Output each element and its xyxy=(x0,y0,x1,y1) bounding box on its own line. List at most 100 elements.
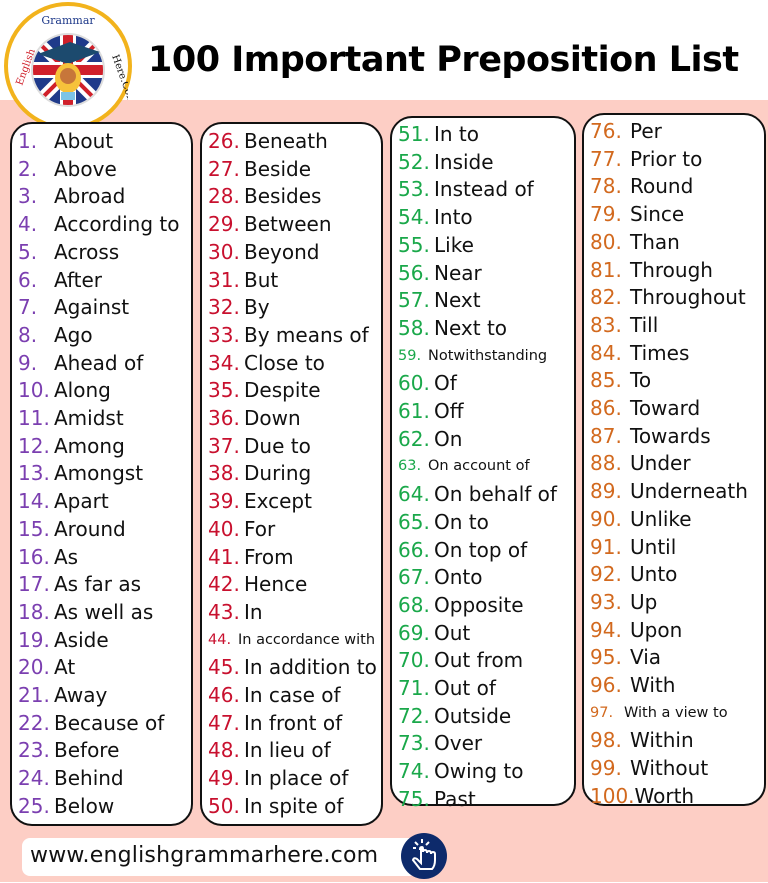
item-number: 20. xyxy=(18,655,50,680)
item-number: 1. xyxy=(18,129,38,153)
item-text: Worth xyxy=(634,783,695,808)
preposition-item: 55. Like xyxy=(398,232,474,258)
item-number: 78. xyxy=(590,174,622,199)
item-number: 86. xyxy=(590,396,622,420)
preposition-item: 7. Against xyxy=(18,294,129,320)
item-text: In addition to xyxy=(244,655,377,680)
item-number: 68. xyxy=(398,592,430,617)
preposition-item: 83. Till xyxy=(590,312,658,338)
preposition-item: 21. Away xyxy=(18,682,107,708)
item-number: 54. xyxy=(398,205,430,230)
preposition-item: 50. In spite of xyxy=(208,793,343,819)
item-number: 36. xyxy=(208,406,240,430)
preposition-item: 12. Among xyxy=(18,433,125,459)
item-text: On to xyxy=(434,509,489,534)
item-text: Of xyxy=(434,371,457,396)
item-number: 18. xyxy=(18,599,50,624)
item-text: Near xyxy=(434,260,482,285)
preposition-item: 38. During xyxy=(208,460,311,486)
item-text: Through xyxy=(630,257,713,282)
item-number: 79. xyxy=(590,202,622,227)
item-text: As xyxy=(54,544,79,569)
item-text: During xyxy=(244,461,312,486)
item-text: From xyxy=(244,544,294,569)
item-text: Owing to xyxy=(434,759,524,784)
preposition-item: 32. By xyxy=(208,294,270,320)
preposition-item: 53. Instead of xyxy=(398,176,534,202)
preposition-item: 20. At xyxy=(18,654,75,680)
item-text: In spite of xyxy=(244,793,344,818)
item-text: Out of xyxy=(434,676,496,700)
item-text: Across xyxy=(54,239,120,264)
preposition-item: 79. Since xyxy=(590,201,684,227)
item-number: 31. xyxy=(208,267,240,292)
preposition-item: 63. On account of xyxy=(398,453,530,479)
preposition-item: 69. Out xyxy=(398,620,470,646)
item-text: Times xyxy=(630,340,690,365)
item-text: In lieu of xyxy=(244,738,331,763)
website-url-box[interactable]: www.englishgrammarhere.com xyxy=(22,838,417,876)
item-text: Onto xyxy=(434,565,483,590)
item-number: 44. xyxy=(208,631,232,648)
preposition-item: 5. Across xyxy=(18,239,119,265)
item-number: 23. xyxy=(18,738,50,763)
preposition-item: 36. Down xyxy=(208,405,301,431)
preposition-item: 68. Opposite xyxy=(398,592,524,618)
item-text: Close to xyxy=(244,350,325,375)
item-text: Till xyxy=(630,312,659,337)
preposition-item: 29. Between xyxy=(208,211,332,237)
pointing-hand-icon[interactable] xyxy=(401,833,447,879)
item-number: 2. xyxy=(18,156,38,181)
item-text: Round xyxy=(630,174,694,199)
preposition-item: 13. Amongst xyxy=(18,460,143,486)
item-text: Off xyxy=(434,399,464,423)
preposition-item: 89. Underneath xyxy=(590,478,748,504)
item-text: In case of xyxy=(244,683,341,707)
preposition-item: 2. Above xyxy=(18,156,117,182)
item-number: 92. xyxy=(590,562,622,587)
item-number: 69. xyxy=(398,620,430,645)
preposition-item: 81. Through xyxy=(590,257,713,283)
item-number: 61. xyxy=(398,399,430,423)
item-text: Opposite xyxy=(434,592,524,617)
item-number: 28. xyxy=(208,184,240,209)
item-number: 27. xyxy=(208,156,240,181)
item-number: 40. xyxy=(208,516,240,541)
website-url[interactable]: www.englishgrammarhere.com xyxy=(30,843,379,868)
preposition-item: 49. In place of xyxy=(208,765,348,791)
preposition-item: 9. Ahead of xyxy=(18,350,143,376)
item-number: 99. xyxy=(590,756,622,781)
item-text: Per xyxy=(630,119,662,143)
item-number: 7. xyxy=(18,295,38,320)
item-text: Underneath xyxy=(630,479,748,504)
preposition-item: 51. In to xyxy=(398,121,479,147)
item-text: For xyxy=(244,516,276,541)
preposition-column-1: 1. About 2. Above 3. Abroad 4. According to 5. Ac… xyxy=(10,122,193,826)
item-text: Along xyxy=(54,378,111,403)
preposition-item: 56. Near xyxy=(398,260,482,286)
item-text: Beyond xyxy=(244,239,320,264)
item-number: 89. xyxy=(590,479,622,504)
preposition-item: 35. Despite xyxy=(208,377,321,403)
item-text: Instead of xyxy=(434,177,534,202)
preposition-item: 94. Upon xyxy=(590,617,682,643)
item-text: Via xyxy=(630,645,662,670)
preposition-item: 98. Within xyxy=(590,727,694,753)
preposition-item: 80. Than xyxy=(590,229,680,255)
preposition-item: 71. Out of xyxy=(398,675,496,701)
item-number: 82. xyxy=(590,285,622,310)
item-text: Up xyxy=(630,589,658,614)
item-text: Among xyxy=(54,433,125,458)
item-number: 11. xyxy=(18,406,50,430)
item-number: 52. xyxy=(398,149,430,174)
item-number: 53. xyxy=(398,177,430,202)
item-text: Beside xyxy=(244,156,312,181)
item-number: 21. xyxy=(18,683,50,707)
item-text: Before xyxy=(54,738,120,763)
item-number: 64. xyxy=(398,482,430,507)
item-number: 56. xyxy=(398,260,430,285)
item-number: 47. xyxy=(208,710,240,735)
preposition-item: 100.Worth xyxy=(590,783,694,809)
item-number: 77. xyxy=(590,146,622,171)
item-text: Unlike xyxy=(630,506,692,531)
